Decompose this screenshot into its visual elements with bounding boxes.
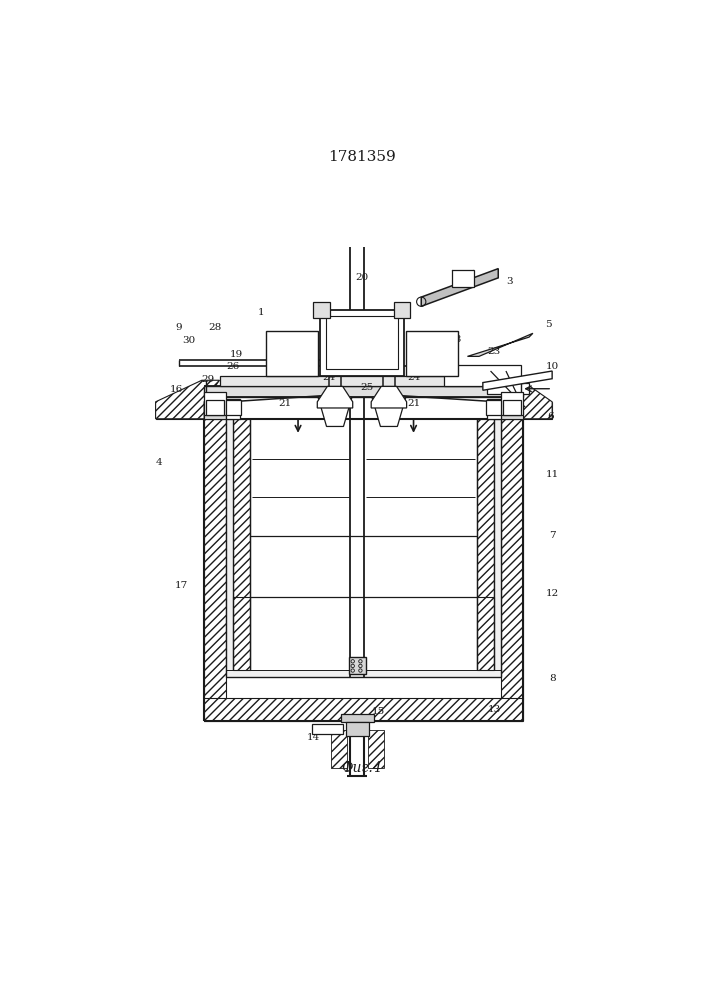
Bar (266, 331, 318, 376)
Bar (341, 714, 373, 722)
Text: 20: 20 (356, 273, 368, 282)
Bar (477, 597, 493, 670)
Bar (204, 411, 226, 419)
Bar (313, 302, 330, 318)
Text: 3: 3 (506, 277, 513, 286)
Text: 21: 21 (407, 399, 420, 408)
Text: 6: 6 (547, 412, 554, 421)
Text: 4: 4 (156, 458, 163, 467)
Bar (503, 400, 521, 415)
Text: 12: 12 (546, 589, 559, 598)
Text: 1781359: 1781359 (328, 150, 396, 164)
Text: 1: 1 (258, 308, 264, 317)
Bar (444, 365, 521, 386)
Bar (452, 270, 474, 287)
Bar (486, 400, 501, 415)
Bar (368, 730, 383, 768)
Bar (226, 411, 233, 419)
Bar (493, 411, 501, 419)
Polygon shape (503, 380, 552, 419)
Polygon shape (421, 269, 498, 306)
Bar (349, 657, 366, 674)
Bar (204, 386, 523, 397)
Text: 15: 15 (373, 707, 385, 716)
Bar (477, 419, 493, 670)
Polygon shape (372, 397, 406, 426)
Text: 11: 11 (546, 470, 559, 479)
Text: 21: 21 (279, 399, 291, 408)
Polygon shape (156, 380, 219, 419)
Bar (156, 402, 204, 419)
Polygon shape (317, 386, 353, 408)
Bar (204, 392, 226, 415)
Text: 7: 7 (549, 531, 556, 540)
Bar (219, 376, 508, 386)
Polygon shape (467, 333, 533, 356)
Bar (233, 597, 250, 670)
Bar (501, 392, 523, 415)
Text: 22: 22 (428, 343, 442, 352)
Bar (501, 419, 523, 699)
Text: 24: 24 (407, 373, 420, 382)
Text: 14: 14 (307, 733, 320, 742)
Text: 28: 28 (281, 343, 294, 352)
Bar (487, 399, 501, 419)
Text: 16: 16 (170, 385, 183, 394)
Bar (320, 310, 404, 376)
Text: 10: 10 (546, 362, 559, 371)
Bar (501, 411, 523, 419)
Text: 9: 9 (175, 323, 182, 332)
Polygon shape (318, 397, 352, 426)
Text: 24: 24 (322, 373, 335, 382)
Bar (233, 419, 250, 670)
Text: 23: 23 (488, 347, 501, 356)
Bar (477, 597, 493, 670)
Bar (346, 722, 369, 736)
Text: 13: 13 (488, 705, 501, 714)
Polygon shape (371, 386, 407, 408)
Text: 19: 19 (230, 350, 243, 359)
Bar (226, 670, 501, 677)
Bar (486, 383, 529, 394)
Text: 17: 17 (175, 581, 187, 590)
Text: 29: 29 (201, 375, 215, 384)
Bar (326, 316, 398, 369)
Bar (394, 302, 411, 318)
Bar (204, 698, 523, 721)
Bar (226, 419, 233, 677)
Text: 26: 26 (226, 362, 239, 371)
Bar (226, 399, 240, 419)
Bar (226, 400, 241, 415)
Text: 27: 27 (291, 354, 305, 363)
Text: 18: 18 (449, 335, 462, 344)
Bar (206, 400, 224, 415)
Bar (406, 331, 458, 376)
Bar (233, 597, 250, 670)
Bar (204, 419, 226, 699)
Text: 25: 25 (361, 383, 374, 392)
Text: 28: 28 (209, 323, 221, 332)
Bar (493, 419, 501, 677)
Polygon shape (483, 371, 552, 390)
Text: 5: 5 (545, 320, 551, 329)
Bar (523, 402, 552, 419)
Bar (331, 730, 346, 768)
Text: 30: 30 (182, 336, 195, 345)
Text: 8: 8 (549, 674, 556, 683)
Text: Фиг.4: Фиг.4 (341, 761, 382, 775)
Bar (312, 724, 343, 734)
